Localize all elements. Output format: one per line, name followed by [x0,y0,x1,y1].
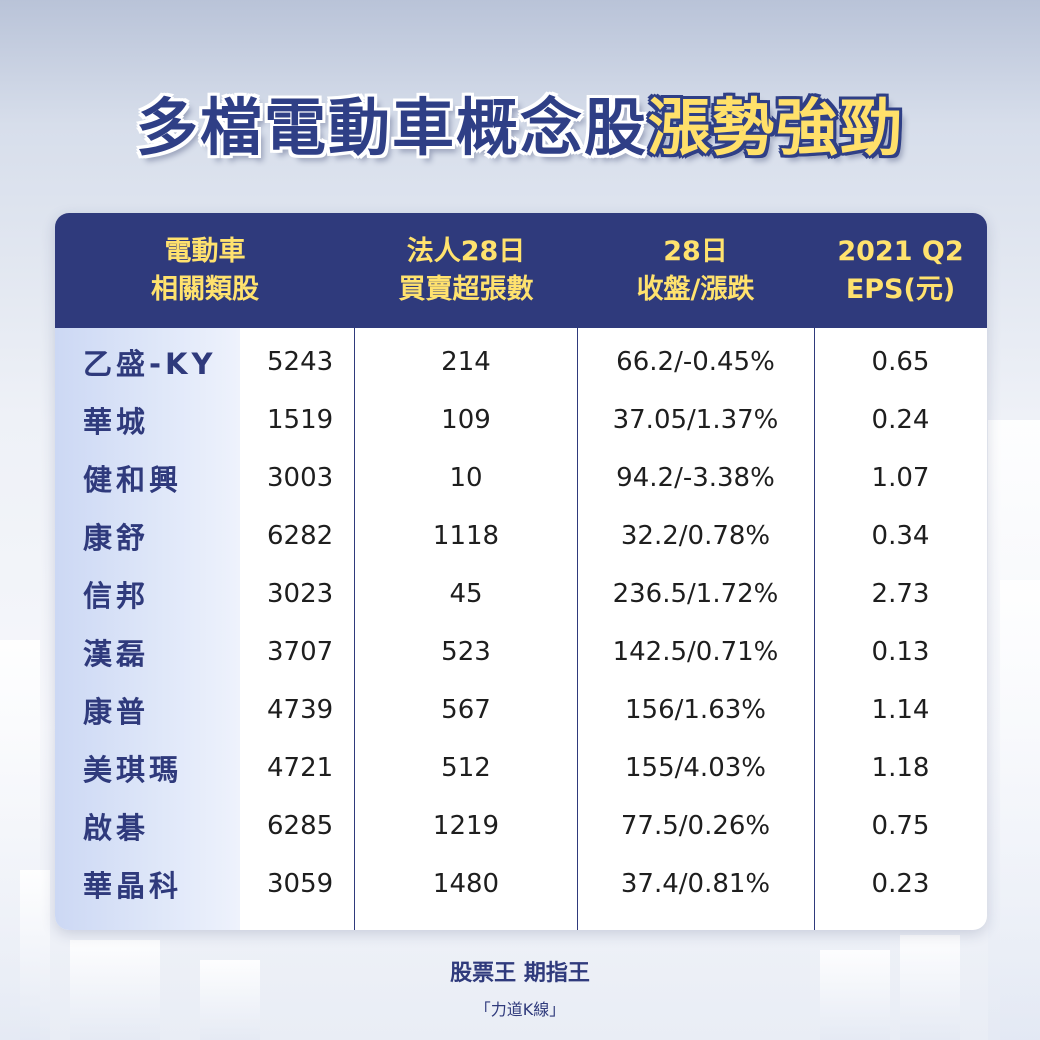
header-net-buy-line1: 法人28日 [406,235,526,267]
close-change: 155/4.03% [625,753,766,783]
close-change: 94.2/-3.38% [616,463,775,493]
column-divider [354,213,355,930]
background-bar [820,950,890,1040]
net-buy: 1219 [432,811,500,841]
background-bar [70,940,160,1040]
eps: 0.13 [871,637,930,667]
table-row: 康舒 6282 1118 32.2/0.78% 0.34 [55,507,987,565]
table-row: 漢磊 3707 523 142.5/0.71% 0.13 [55,623,987,681]
net-buy: 1480 [432,869,500,899]
footer-program: 「力道K線」 [474,1000,566,1019]
net-buy: 45 [449,579,483,609]
header-close-line1: 28日 [663,235,728,267]
column-divider [814,213,815,930]
close-change: 156/1.63% [625,695,766,725]
header-eps: 2021 Q2 EPS(元) [814,213,987,328]
stock-name: 乙盛-KY [83,347,217,381]
stock-name: 康舒 [83,521,150,555]
background-bar [1000,580,1040,1040]
eps: 1.14 [871,695,930,725]
stock-code: 5243 [267,347,334,377]
title-accent: 漲勢強勁 [648,91,905,164]
net-buy: 10 [449,463,483,493]
header-stock-line1: 電動車 [164,235,246,267]
stock-name: 健和興 [83,463,183,497]
close-change: 142.5/0.71% [612,637,779,667]
header-eps-line1: 2021 Q2 [837,235,964,267]
table-row: 華城 1519 109 37.05/1.37% 0.24 [55,391,987,449]
table-row: 信邦 3023 45 236.5/1.72% 2.73 [55,565,987,623]
close-change: 77.5/0.26% [620,811,771,841]
stock-name: 啟碁 [83,811,150,845]
page-title: 多檔電動車概念股漲勢強勁 [0,88,1040,168]
close-change: 66.2/-0.45% [616,347,775,377]
footer-brand: 股票王 期指王 [450,961,590,986]
background-bar [200,960,260,1040]
stock-code: 4739 [267,695,334,725]
close-change: 37.05/1.37% [612,405,779,435]
net-buy: 523 [441,637,491,667]
header-stock: 電動車 相關類股 [55,213,355,328]
stock-table: 電動車相關類股 法人28日買賣超張數 28日收盤/漲跌 2021 Q2 EPS(元… [55,213,987,930]
background-bar [20,870,50,1040]
close-change: 37.4/0.81% [620,869,771,899]
eps: 1.07 [871,463,930,493]
stock-code: 6282 [267,521,334,551]
header-eps-line2: EPS(元) [845,273,956,305]
stock-name: 華晶科 [83,869,183,903]
table-row: 康普 4739 567 156/1.63% 1.14 [55,681,987,739]
eps: 0.24 [871,405,930,435]
net-buy: 214 [441,347,491,377]
stock-code: 3059 [267,869,334,899]
table-row: 健和興 3003 10 94.2/-3.38% 1.07 [55,449,987,507]
stock-code: 4721 [267,753,334,783]
stock-name: 美琪瑪 [83,753,183,787]
column-divider [577,213,578,930]
table-row: 美琪瑪 4721 512 155/4.03% 1.18 [55,739,987,797]
eps: 2.73 [871,579,930,609]
table-row: 啟碁 6285 1219 77.5/0.26% 0.75 [55,797,987,855]
header-net-buy-line2: 買賣超張數 [398,273,534,305]
stock-code: 3003 [267,463,334,493]
eps: 1.18 [871,753,930,783]
eps: 0.23 [871,869,930,899]
stock-name: 華城 [83,405,150,439]
close-change: 236.5/1.72% [612,579,779,609]
close-change: 32.2/0.78% [620,521,771,551]
net-buy: 567 [441,695,491,725]
eps: 0.34 [871,521,930,551]
stock-code: 3707 [267,637,334,667]
stock-name: 康普 [83,695,150,729]
stock-name: 信邦 [83,579,150,613]
header-close-line2: 收盤/漲跌 [636,273,755,305]
net-buy: 109 [441,405,491,435]
net-buy: 1118 [432,521,500,551]
header-net-buy: 法人28日買賣超張數 [355,213,577,328]
table-row: 華晶科 3059 1480 37.4/0.81% 0.23 [55,855,987,913]
table-row: 乙盛-KY 5243 214 66.2/-0.45% 0.65 [55,333,987,391]
stock-code: 6285 [267,811,334,841]
header-close: 28日收盤/漲跌 [577,213,814,328]
header-stock-line2: 相關類股 [151,273,259,305]
eps: 0.65 [871,347,930,377]
stock-name: 漢磊 [83,637,150,671]
name-column-shade [55,328,240,930]
eps: 0.75 [871,811,930,841]
title-main: 多檔電動車概念股 [135,91,648,164]
background-bar [900,935,960,1040]
table-header: 電動車相關類股 法人28日買賣超張數 28日收盤/漲跌 2021 Q2 EPS(元… [55,213,987,328]
stock-code: 3023 [267,579,334,609]
net-buy: 512 [441,753,491,783]
stock-code: 1519 [267,405,334,435]
